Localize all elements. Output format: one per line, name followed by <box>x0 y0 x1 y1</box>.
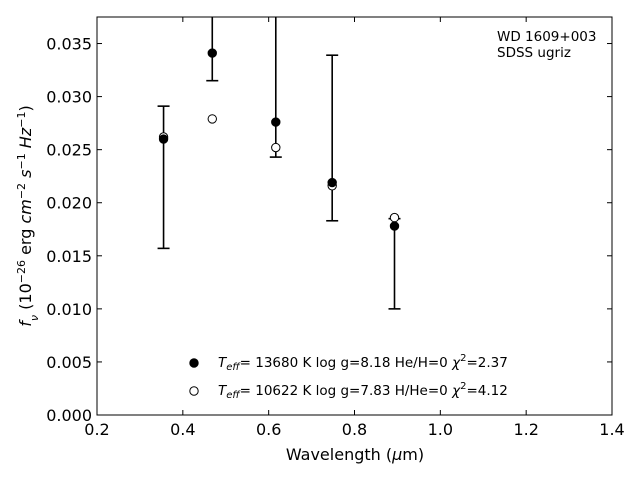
x-tick-label: 0.2 <box>84 420 109 439</box>
x-axis-label: Wavelength (μm) <box>286 445 424 464</box>
x-tick-label: 0.8 <box>342 420 367 439</box>
x-tick-label: 1.0 <box>428 420 453 439</box>
point-da-model <box>158 134 169 144</box>
y-tick-label: 0.020 <box>46 194 92 213</box>
point-da-model <box>327 177 337 188</box>
point-da-model <box>207 48 217 58</box>
y-axis-label: fν (10−26 erg cm−2 s−1 Hz−1) <box>15 105 41 326</box>
point-da-model <box>271 117 281 127</box>
axis-ticks: 0.2 0.4 0.6 0.8 1.0 1.2 1.4 0.000 0.005 0.010 0.01… <box>46 17 625 439</box>
y-tick-label: 0.025 <box>46 141 92 160</box>
y-tick-label: 0.035 <box>46 35 92 54</box>
y-tick-label: 0.015 <box>46 247 92 266</box>
annotation-object-name: WD 1609+003 <box>497 29 596 45</box>
legend-marker-open <box>189 386 199 396</box>
x-tick-label: 1.2 <box>513 420 538 439</box>
legend-marker-filled <box>189 358 199 368</box>
x-tick-label: 0.6 <box>256 420 281 439</box>
point-db-model <box>207 114 217 124</box>
x-tick-label: 0.4 <box>170 420 195 439</box>
point-db-model <box>271 142 281 153</box>
chart-marks <box>157 17 401 310</box>
point-da-model <box>389 221 400 231</box>
point-db-model <box>389 212 400 223</box>
y-tick-label: 0.005 <box>46 353 92 372</box>
y-tick-label: 0.000 <box>46 406 92 425</box>
legend-label-db-model: Teff= 10622 K log g=7.83 H/He=0 χ2=4.12 <box>218 381 508 401</box>
y-tick-label: 0.010 <box>46 300 92 319</box>
x-tick-label: 1.4 <box>599 420 624 439</box>
legend-label-da-model: Teff= 13680 K log g=8.18 He/H=0 χ2=2.37 <box>218 353 508 373</box>
annotation-survey: SDSS ugriz <box>497 45 571 61</box>
y-tick-label: 0.030 <box>46 88 92 107</box>
legend: Teff= 13680 K log g=8.18 He/H=0 χ2=2.37 … <box>189 353 508 401</box>
